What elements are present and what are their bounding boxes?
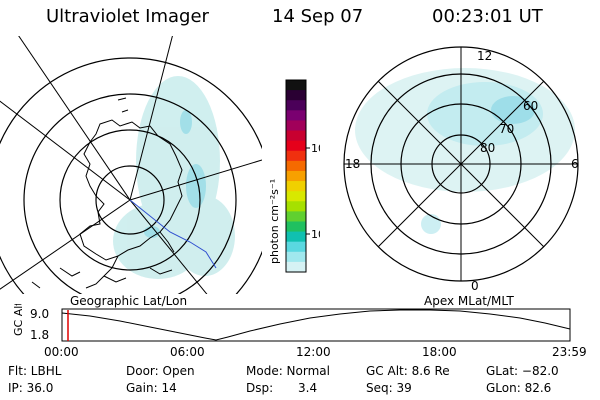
colorbar-band	[286, 150, 306, 162]
mlt-label-12: 12	[477, 49, 492, 63]
colorbar-band	[286, 130, 306, 142]
status-dsp-value: 3.4	[298, 381, 318, 395]
app-title: Ultraviolet Imager	[46, 6, 209, 27]
altitude-xtick: 23:59	[552, 345, 587, 359]
colorbar: 100 10 photon cm⁻²s⁻¹	[268, 79, 320, 273]
altitude-ylabel: GC Alt	[12, 304, 25, 336]
colorbar-band	[286, 170, 306, 182]
colorbar-band	[286, 221, 306, 233]
colorbar-band	[286, 120, 306, 132]
altitude-xtick: 12:00	[296, 345, 331, 359]
status-door: Door: Open	[126, 364, 195, 378]
status-glat: GLat: −82.0	[486, 364, 559, 378]
latitude-circles	[0, 57, 262, 294]
mlt-label-6: 6	[571, 157, 579, 171]
colorbar-band	[286, 80, 306, 91]
image-date: 14 Sep 07	[272, 6, 364, 27]
colorbar-band	[286, 181, 306, 192]
colorbar-band	[286, 261, 306, 273]
image-time: 00:23:01 UT	[432, 6, 543, 27]
status-ip: IP: 36.0	[8, 381, 54, 395]
status-dsp-label: Dsp:	[246, 381, 274, 395]
colorbar-band	[286, 90, 306, 101]
altitude-ytick-9: 9.0	[30, 307, 49, 321]
mlt-label-18: 18	[345, 157, 360, 171]
right-map-label: Apex MLat/MLT	[424, 294, 514, 308]
colorbar-band	[286, 191, 306, 202]
altitude-ytick-1-8: 1.8	[30, 328, 49, 342]
mlat-label-80: 80	[480, 141, 495, 155]
magnetic-polar-plot: 12 0 18 6 80 70 60	[343, 46, 579, 293]
colorbar-band	[286, 251, 306, 263]
status-seq: Seq: 39	[366, 381, 412, 395]
status-gain: Gain: 14	[126, 381, 177, 395]
status-filter: Flt: LBHL	[8, 364, 62, 378]
status-gc-alt: GC Alt: 8.6 Re	[366, 364, 450, 378]
satellite-track	[129, 199, 217, 269]
colorbar-band	[286, 100, 306, 111]
colorbar-band	[286, 241, 306, 253]
colorbar-tick-100: 100	[311, 142, 320, 155]
coastline	[79, 119, 183, 261]
status-glon: GLon: 82.6	[486, 381, 552, 395]
mlat-label-70: 70	[499, 122, 514, 136]
altitude-plot: GC Alt 9.0 1.8 00:00 06:00 12:00 18:00 2…	[12, 304, 587, 359]
status-mode: Mode: Normal	[246, 364, 330, 378]
geographic-map-content	[0, 36, 262, 294]
colorbar-unit-label: photon cm⁻²s⁻¹	[268, 179, 281, 264]
colorbar-band	[286, 110, 306, 122]
altitude-xtick: 00:00	[44, 345, 79, 359]
colorbar-band	[286, 140, 306, 152]
mlt-lines	[344, 47, 578, 281]
altitude-xtick: 06:00	[170, 345, 205, 359]
colorbar-band	[286, 201, 306, 212]
aurora-emission	[355, 68, 575, 234]
altitude-xtick: 18:00	[422, 345, 457, 359]
mlt-label-0: 0	[471, 279, 479, 293]
colorbar-band	[286, 211, 306, 223]
colorbar-band	[286, 231, 306, 243]
colorbar-band	[286, 160, 306, 172]
colorbar-tick-10: 10	[311, 228, 320, 241]
altitude-curve	[61, 309, 571, 341]
mlat-label-60: 60	[523, 99, 538, 113]
geographic-map	[0, 36, 262, 294]
longitude-lines	[0, 36, 262, 294]
colorbar-gradient	[286, 80, 306, 273]
left-map-label: Geographic Lat/Lon	[70, 294, 188, 308]
